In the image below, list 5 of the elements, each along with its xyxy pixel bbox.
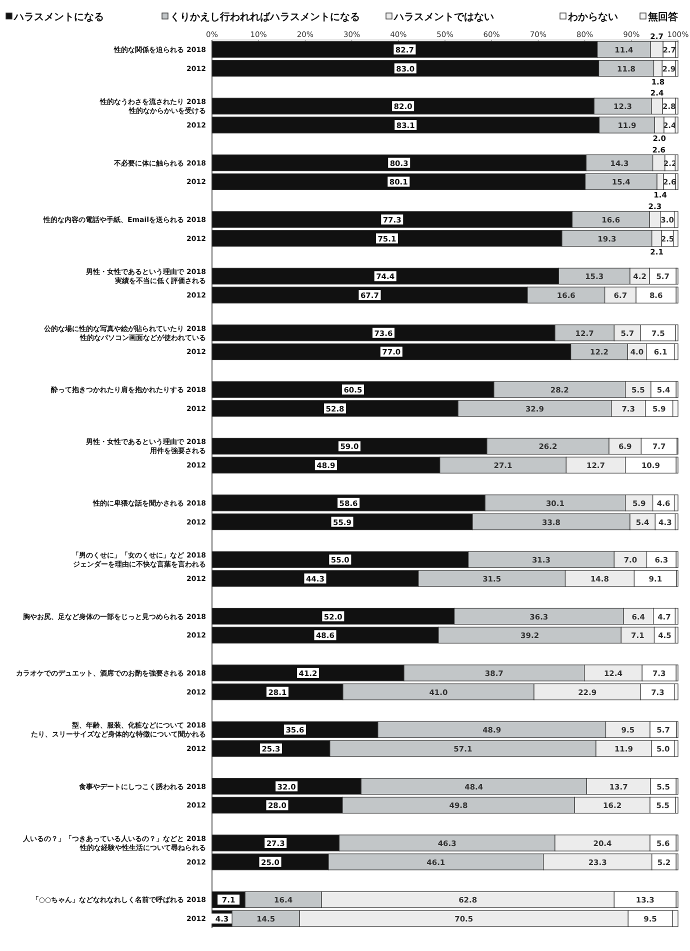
legend-label: ハラスメントではない [393,12,494,23]
legend-label: わからない [567,12,618,23]
legend-label: ハラスメントになる [13,12,104,23]
legend-label: 無回答 [647,11,679,23]
legend-label: くりかえし行われればハラスメントになる [170,11,360,23]
